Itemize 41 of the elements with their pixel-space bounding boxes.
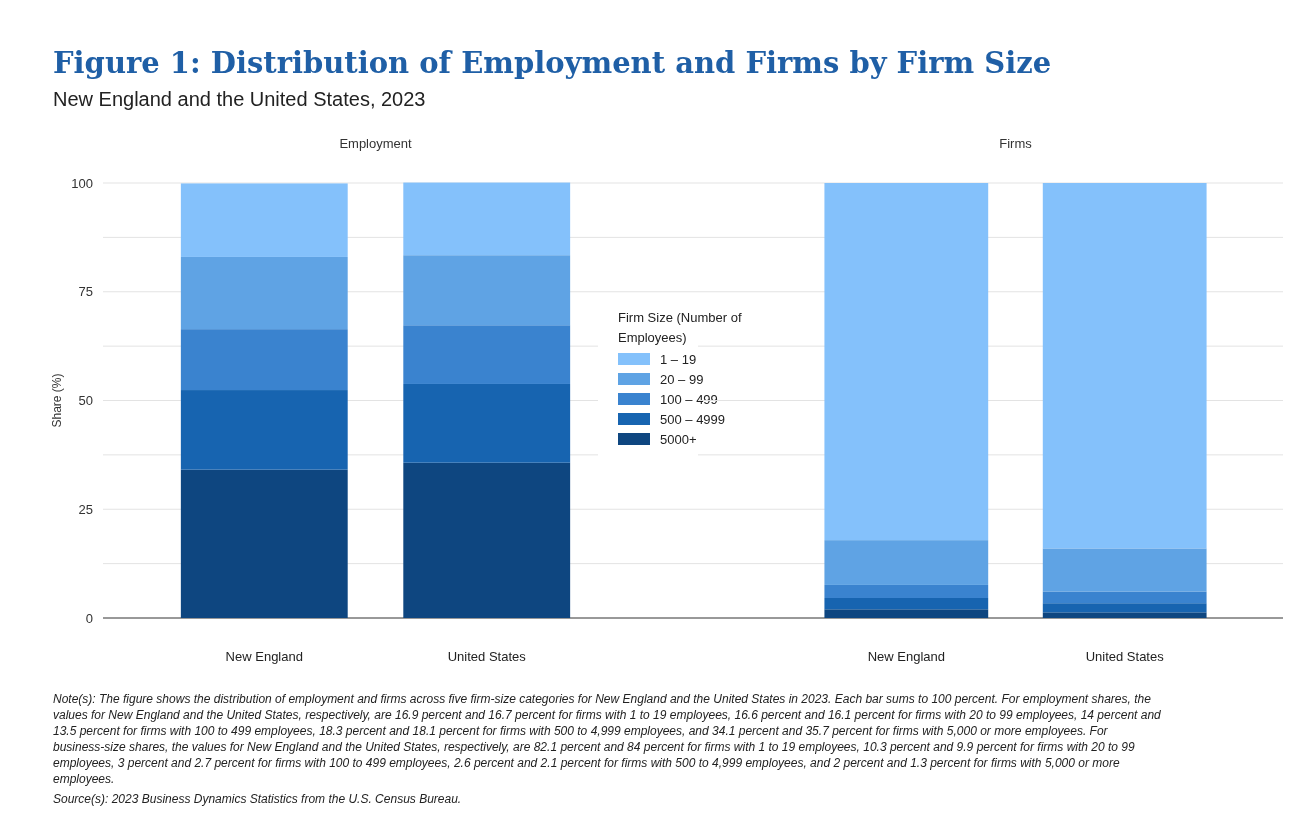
y-tick-label: 100 [71, 175, 93, 191]
y-tick-label: 50 [78, 393, 93, 409]
x-tick-label: New England [225, 649, 303, 664]
bar [824, 183, 989, 541]
text: Note(s): The figure shows the distribution of employment and firms across five firm-size categories for New England and the United States in 2023. Each bar sums to 100 percent. For employment shares, the values for New England and the United States, respectively, are 16.9 percent and 16.7 percent for firms with 1 to 19 employees, 16.6 percent and 16.1 percent for firms with 20 to 99 employees, 14 percent and 13.5 percent for firms with 100 to 499 employees, 18.3 percent and 18.1 percent for firms with 500 to 4,999 employees, and 34.1 percent and 35.7 percent for firms with 5,000 or more employees. For business-size shares, the values for New England and the United States, respectively, are 82.1 percent and 84 percent for firms with 1 to 19 employees, 10.3 percent and 9.9 percent for firms with 20 to 99 employees, 3 percent and 2.7 percent for firms with 100 to 499 employees, 2.6 percent and 2.1 percent for firms with 500 to 4,999 employees, and 2 percent and 1.3 percent for firms with 5,000 or more employees. [53, 692, 1162, 786]
bar [403, 182, 571, 256]
legend-label: 20 – 99 [660, 371, 704, 387]
bar [1042, 548, 1207, 592]
y-tick-label: 25 [78, 501, 93, 517]
y-tick-label: 0 [85, 610, 93, 626]
x-axis-title: Firms [999, 136, 1033, 151]
chart-subtitle: New England and the United States, 2023 [53, 88, 426, 110]
source-note: Source(s): 2023 Business Dynamics Statistics from the U.S. Census Bureau. [53, 792, 462, 806]
bar [180, 469, 348, 618]
legend-title: Firm Size (Number of Employees) [618, 310, 742, 345]
bar [180, 329, 348, 391]
legend-label: 500 – 4999 [660, 411, 726, 427]
x-tick-label: United States [447, 649, 527, 664]
bar [403, 325, 571, 384]
x-tick-label: New England [867, 649, 945, 664]
bar [403, 383, 571, 463]
legend-label: 5000+ [660, 431, 697, 447]
bar [1042, 183, 1207, 549]
bar [403, 255, 571, 326]
bar [1042, 591, 1207, 604]
bar [824, 584, 989, 598]
chart-title: Figure 1: Distribution of Employment and Firms by Firm Size [53, 46, 1052, 80]
bar [180, 390, 348, 470]
legend-label: 1 – 19 [660, 351, 697, 367]
x-axis-title: Employment [339, 136, 413, 151]
y-axis-title: Share (%) [50, 373, 64, 428]
bar [1042, 603, 1207, 613]
bar [180, 256, 348, 330]
bar [824, 597, 989, 610]
bar [824, 540, 989, 585]
bar [1042, 612, 1207, 618]
bar [180, 183, 348, 257]
x-tick-label: United States [1085, 649, 1165, 664]
bar [403, 462, 571, 618]
bar [824, 609, 989, 618]
y-tick-label: 75 [78, 284, 93, 300]
